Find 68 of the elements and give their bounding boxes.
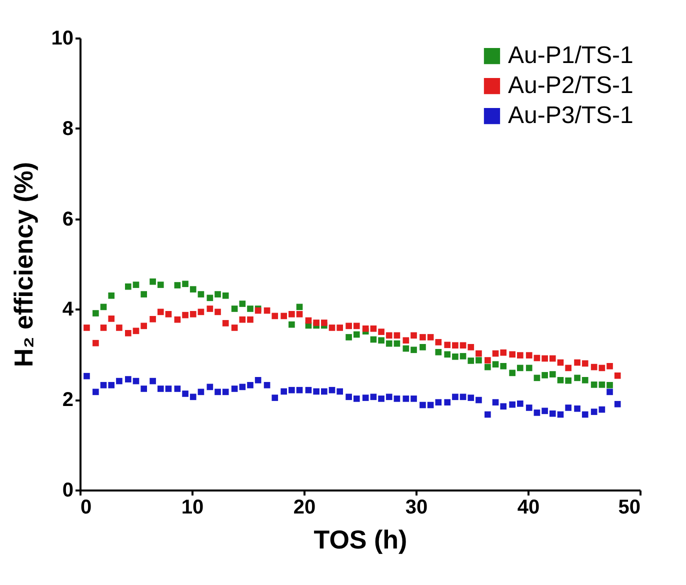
point [125, 283, 132, 290]
point [370, 336, 377, 343]
point [574, 374, 580, 382]
point [231, 306, 238, 312]
point [484, 364, 491, 370]
x-tick-label: 50 [618, 496, 640, 518]
point [190, 286, 196, 292]
point [435, 348, 442, 356]
point [239, 300, 246, 307]
point [410, 346, 417, 354]
x-axis-title: TOS (h) [314, 524, 408, 554]
y-tick-label: 8 [62, 118, 74, 140]
legend-label: Au-P2/TS-1 [508, 72, 634, 99]
point [509, 370, 516, 376]
x-tick-label: 40 [517, 496, 540, 518]
point [214, 291, 221, 298]
point [500, 362, 507, 370]
point [542, 372, 548, 378]
point [140, 291, 148, 298]
point [386, 340, 392, 347]
x-tick-label: 30 [405, 496, 428, 518]
point [590, 382, 598, 388]
point [565, 377, 572, 384]
point [606, 382, 613, 388]
point [288, 321, 295, 328]
point [517, 364, 524, 372]
point [174, 282, 181, 288]
point [157, 282, 164, 288]
point [206, 294, 214, 302]
point [492, 361, 499, 368]
x-tick-label: 20 [293, 496, 316, 518]
point [108, 292, 115, 299]
point [353, 331, 360, 338]
point [526, 364, 532, 372]
point [198, 291, 204, 298]
point [247, 306, 254, 312]
y-axis-title: H₂ efficiency (%) [8, 162, 38, 368]
point [402, 345, 410, 352]
point [557, 377, 564, 384]
point [468, 358, 474, 364]
point [378, 337, 384, 344]
point [222, 292, 229, 299]
y-tick-label: 4 [62, 298, 74, 321]
point [452, 354, 458, 360]
point [100, 304, 107, 310]
point [444, 351, 451, 358]
point [150, 278, 156, 285]
point [460, 353, 466, 360]
x-tick-label: 0 [80, 496, 92, 518]
legend-label: Au-P1/TS-1 [508, 42, 634, 69]
y-tick-label: 10 [51, 28, 74, 50]
point [92, 310, 99, 316]
point [582, 377, 588, 384]
point [476, 357, 482, 364]
point [182, 280, 188, 288]
x-tick-label: 10 [181, 496, 204, 518]
point [132, 282, 140, 288]
point [394, 340, 400, 347]
point [598, 382, 606, 388]
point [346, 334, 352, 340]
y-tick-label: 0 [62, 480, 74, 502]
point [549, 371, 556, 378]
point [534, 374, 540, 382]
y-tick-label: 6 [62, 208, 74, 230]
point [296, 304, 303, 310]
y-tick-label: 2 [62, 389, 74, 412]
point [420, 344, 426, 350]
legend-label: Au-P3/TS-1 [508, 102, 634, 129]
